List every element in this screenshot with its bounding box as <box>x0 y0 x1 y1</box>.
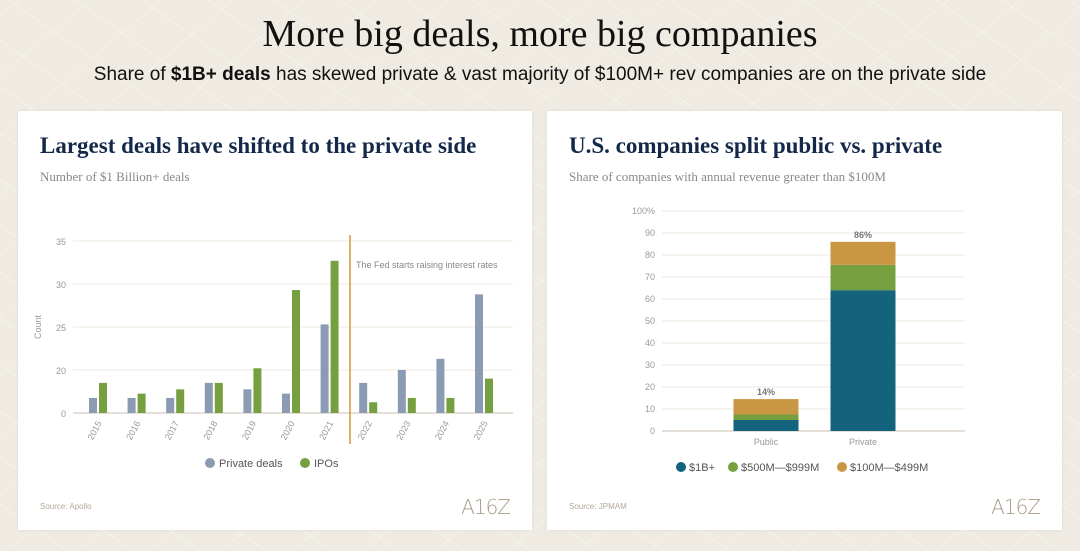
a16z-logo: A16Z <box>991 495 1041 519</box>
annotation-label: The Fed starts raising interest rates <box>356 260 498 270</box>
x-tick-label: Public <box>754 437 779 447</box>
x-tick-label: 2016 <box>124 419 142 441</box>
bar-ipos <box>446 397 455 413</box>
card-subtitle: Share of companies with annual revenue g… <box>569 169 886 184</box>
y-tick-label: 25 <box>56 323 66 333</box>
bar-ipos <box>407 397 416 413</box>
y-tick-label: 60 <box>645 294 655 304</box>
stacked-segment <box>830 264 896 291</box>
stacked-segment <box>830 290 896 431</box>
bar-private-deals <box>243 389 252 413</box>
legend-swatch <box>205 458 215 468</box>
bar-ipos <box>253 368 262 413</box>
x-tick-label: 2022 <box>356 419 374 441</box>
x-tick-label: 2015 <box>86 419 104 441</box>
x-tick-label: 2023 <box>394 419 412 441</box>
bar-ipos <box>214 382 223 413</box>
bar-ipos <box>292 290 300 413</box>
y-tick-label: 70 <box>645 272 655 282</box>
legend-swatch <box>837 462 847 472</box>
source-note: Source: JPMAM <box>569 502 627 511</box>
bar-private-deals <box>127 397 136 413</box>
y-tick-label: 0 <box>650 426 655 436</box>
y-axis-label: Count <box>33 315 43 340</box>
companies-chart-card: U.S. companies split public vs. private … <box>547 111 1062 530</box>
x-tick-label: 2020 <box>279 419 297 441</box>
y-tick-label: 0 <box>61 409 66 419</box>
legend-label: $500M—$999M <box>741 462 819 474</box>
x-tick-label: 2018 <box>201 419 219 441</box>
card-title: U.S. companies split public vs. private <box>569 133 943 158</box>
subtitle-suffix: has skewed private & vast majority of $1… <box>270 64 987 85</box>
bar-private-deals <box>282 393 290 413</box>
stacked-segment <box>830 241 896 265</box>
stacked-segment <box>733 414 799 420</box>
y-tick-label: 40 <box>645 338 655 348</box>
y-tick-label: 30 <box>645 360 655 370</box>
bar-ipos <box>99 382 107 413</box>
y-tick-label: 20 <box>56 366 66 376</box>
bar-ipos <box>176 389 185 413</box>
total-label: 14% <box>757 387 775 397</box>
deals-chart-card: Largest deals have shifted to the privat… <box>18 111 532 530</box>
page-title: More big deals, more big companies <box>262 13 818 55</box>
card-title: Largest deals have shifted to the privat… <box>40 133 477 158</box>
y-tick-label: 20 <box>645 382 655 392</box>
bar-private-deals <box>359 382 368 413</box>
bar-ipos <box>485 378 493 413</box>
legend-label: $1B+ <box>689 462 715 474</box>
total-label: 86% <box>854 230 872 240</box>
bar-private-deals <box>475 294 483 413</box>
x-tick-label: 2024 <box>433 419 451 441</box>
bar-private-deals <box>89 397 97 413</box>
bar-ipos <box>369 402 378 413</box>
y-tick-label: 80 <box>645 250 655 260</box>
legend-swatch <box>300 458 310 468</box>
bar-private-deals <box>320 324 329 413</box>
legend-label: IPOs <box>314 458 339 470</box>
bar-private-deals <box>166 397 175 413</box>
source-note: Source: Apollo <box>40 502 92 511</box>
page-subtitle: Share of $1B+ deals has skewed private &… <box>0 64 1080 86</box>
stacked-segment <box>733 420 799 431</box>
x-tick-label: 2019 <box>240 419 258 441</box>
y-tick-label: 35 <box>56 237 66 247</box>
bar-ipos <box>330 260 339 413</box>
y-tick-label: 100% <box>632 206 655 216</box>
subtitle-prefix: Share of <box>93 64 171 85</box>
x-tick-label: 2025 <box>472 419 490 441</box>
y-tick-label: 50 <box>645 316 655 326</box>
y-tick-label: 10 <box>645 404 655 414</box>
x-tick-label: Private <box>849 437 877 447</box>
legend-swatch <box>676 462 686 472</box>
y-tick-label: 30 <box>56 280 66 290</box>
stacked-segment <box>733 399 799 415</box>
y-tick-label: 90 <box>645 228 655 238</box>
bar-private-deals <box>397 370 406 413</box>
companies-stacked-bar-chart: 0 10 20 30 40 50 60 70 80 90 100% 14% Public 86% Priva… <box>632 206 965 474</box>
legend-label: Private deals <box>219 458 283 470</box>
bar-ipos <box>137 393 146 413</box>
bar-private-deals <box>436 358 445 413</box>
x-tick-label: 2017 <box>163 419 181 441</box>
subtitle-bold: $1B+ deals <box>170 64 271 85</box>
bar-private-deals <box>204 382 213 413</box>
legend-label: $100M—$499M <box>850 462 928 474</box>
a16z-logo: A16Z <box>461 495 511 519</box>
x-tick-label: 2021 <box>317 419 335 441</box>
card-subtitle: Number of $1 Billion+ deals <box>40 169 190 184</box>
legend-swatch <box>728 462 738 472</box>
